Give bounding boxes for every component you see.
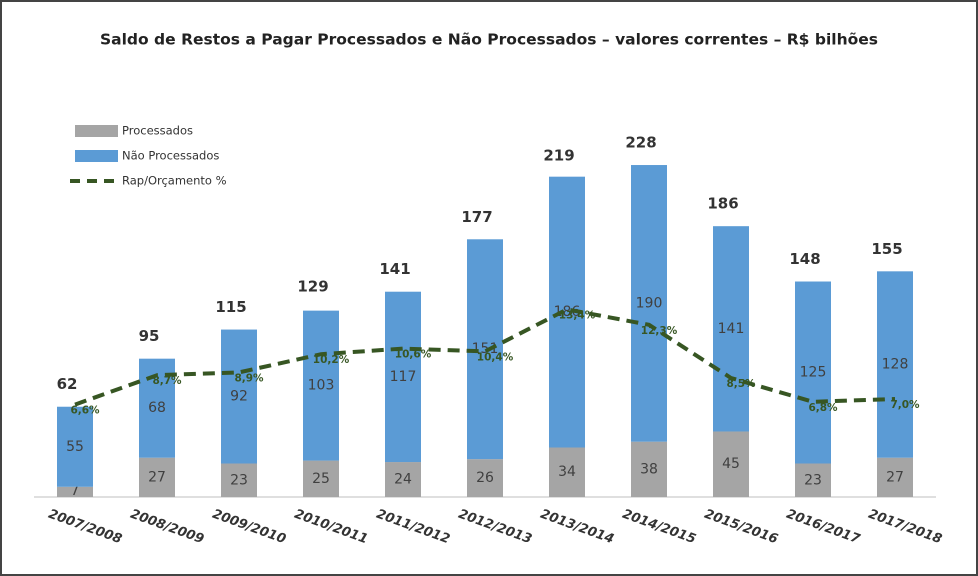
- bar-segment: [877, 271, 913, 458]
- bar-value-label: 23: [230, 472, 248, 488]
- line: [74, 307, 896, 407]
- legend-label: Rap/Orçamento %: [122, 174, 227, 188]
- bar-segment: [303, 460, 339, 497]
- bar-value-label: 23: [804, 472, 822, 488]
- line-value-label: 6,8%: [808, 402, 838, 414]
- bar-value-label: 25: [312, 471, 330, 487]
- line-value-label: 12,3%: [641, 325, 678, 337]
- bar-value-label: 92: [230, 389, 248, 405]
- legend-label: Não Processados: [122, 149, 219, 163]
- bar-segment: [385, 462, 421, 497]
- bar-value-label: 55: [66, 439, 84, 455]
- bar-segment: [549, 447, 585, 497]
- bar-value-label: 7: [71, 483, 80, 499]
- bar-segment: [57, 486, 93, 497]
- line-value-label: 13,4%: [559, 309, 596, 321]
- bar-value-label: 34: [558, 464, 576, 480]
- bar-segment: [139, 457, 175, 497]
- bar-value-label: 190: [636, 295, 663, 311]
- total-label: 228: [625, 134, 656, 152]
- bar-segment: [221, 463, 257, 497]
- bar-value-label: 27: [886, 469, 904, 485]
- bar-segment: [303, 310, 339, 461]
- bar-value-label: 27: [148, 469, 166, 485]
- line-value-label: 10,6%: [395, 349, 432, 361]
- legend-swatch: [75, 125, 118, 137]
- bar-segment: [795, 281, 831, 464]
- bar-segment: [795, 463, 831, 497]
- bar-segment: [877, 457, 913, 497]
- total-label: 62: [57, 375, 78, 393]
- bar-segment: [57, 406, 93, 487]
- line-value-label: 10,4%: [477, 351, 514, 363]
- total-label: 177: [461, 208, 492, 226]
- bar-value-label: 45: [722, 456, 740, 472]
- line-value-label: 6,6%: [70, 405, 100, 417]
- legend-swatch: [75, 150, 118, 162]
- bar-value-label: 38: [640, 461, 658, 477]
- bar-value-label: 26: [476, 470, 494, 486]
- line-value-label: 8,5%: [726, 378, 756, 390]
- total-label: 129: [297, 278, 328, 296]
- total-label: 219: [543, 147, 574, 165]
- line-value-label: 7,0%: [890, 399, 920, 411]
- total-label: 115: [215, 298, 246, 316]
- line-value-label: 8,9%: [234, 372, 264, 384]
- bar-value-label: 141: [718, 321, 745, 337]
- bar-segment: [385, 291, 421, 463]
- bar-segment: [467, 459, 503, 497]
- line-value-label: 8,7%: [152, 375, 182, 387]
- bar-value-label: 24: [394, 472, 412, 488]
- bar-segment: [713, 431, 749, 497]
- line-value-label: 10,2%: [313, 354, 350, 366]
- total-label: 155: [871, 240, 902, 258]
- bar-segment: [631, 165, 667, 442]
- bar-value-label: 186: [554, 304, 581, 320]
- legend-label: Processados: [122, 124, 193, 138]
- bar-value-label: 68: [148, 400, 166, 416]
- chart-title: Saldo de Restos a Pagar Processados e Nã…: [100, 31, 878, 49]
- total-label: 186: [707, 195, 738, 213]
- bar-value-label: 128: [882, 357, 909, 373]
- bar-value-label: 103: [308, 378, 335, 394]
- bar-value-label: 125: [800, 365, 827, 381]
- bar-segment: [221, 329, 257, 464]
- bar-segment: [631, 441, 667, 497]
- total-label: 95: [139, 327, 160, 345]
- bar-segment: [713, 226, 749, 432]
- bar-value-label: 117: [390, 369, 417, 385]
- total-label: 141: [379, 260, 410, 278]
- total-label: 148: [789, 250, 820, 268]
